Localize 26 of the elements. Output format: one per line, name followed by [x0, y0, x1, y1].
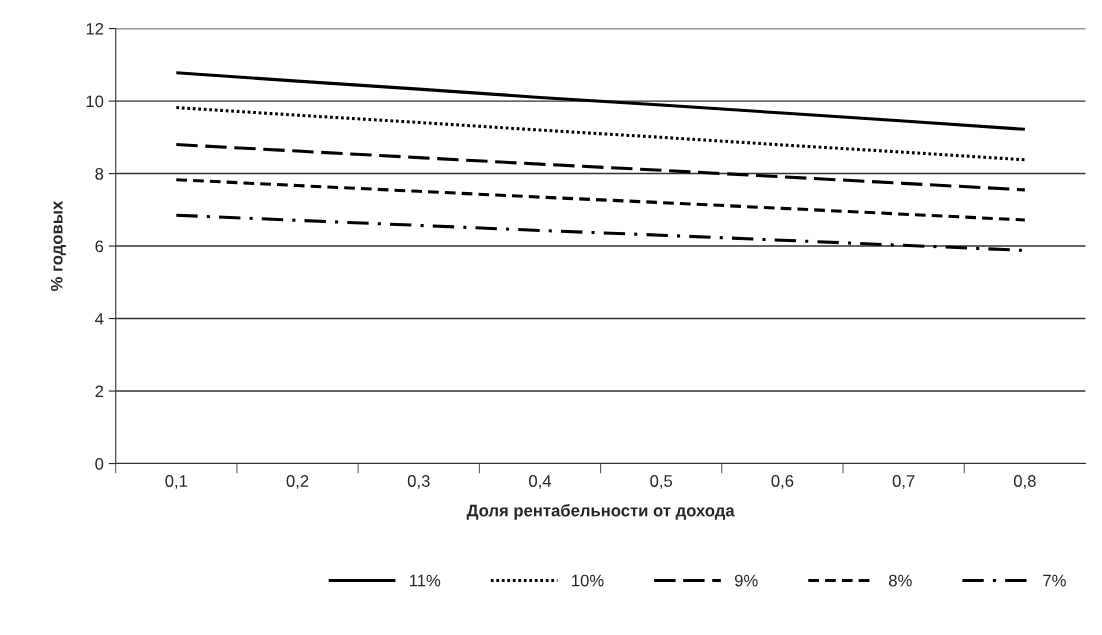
x-tick-label: 0,6	[771, 475, 794, 489]
y-tick-label: 0	[95, 457, 104, 470]
line-series	[174, 106, 1027, 162]
legend-label: 11%	[409, 574, 441, 587]
legend-label: 8%	[888, 574, 912, 587]
line-series	[174, 71, 1027, 131]
x-tick-label: 0,3	[407, 475, 430, 489]
x-tick-label: 0,1	[165, 475, 188, 489]
x-axis-title: Доля рентабельности от дохода	[466, 504, 735, 520]
legend-label: 10%	[572, 574, 604, 587]
x-tick-label: 0,5	[650, 475, 673, 489]
y-tick-label: 12	[86, 22, 104, 35]
line-series	[174, 143, 1027, 192]
y-tick-label: 10	[86, 95, 104, 108]
x-tick-label: 0,4	[529, 475, 552, 489]
y-axis-title: % годовых	[50, 200, 66, 291]
y-tick-label: 4	[95, 313, 104, 325]
y-tick-label: 6	[95, 240, 104, 253]
line-series	[174, 178, 1027, 222]
y-tick-label: 2	[95, 385, 104, 398]
x-tick-label: 0,2	[286, 475, 309, 489]
x-tick-label: 0,8	[1013, 475, 1036, 489]
legend-label: 7%	[1043, 574, 1066, 587]
x-tick-label: 0,7	[892, 475, 915, 489]
y-tick-label: 8	[95, 167, 104, 180]
legend-label: 9%	[734, 574, 758, 587]
